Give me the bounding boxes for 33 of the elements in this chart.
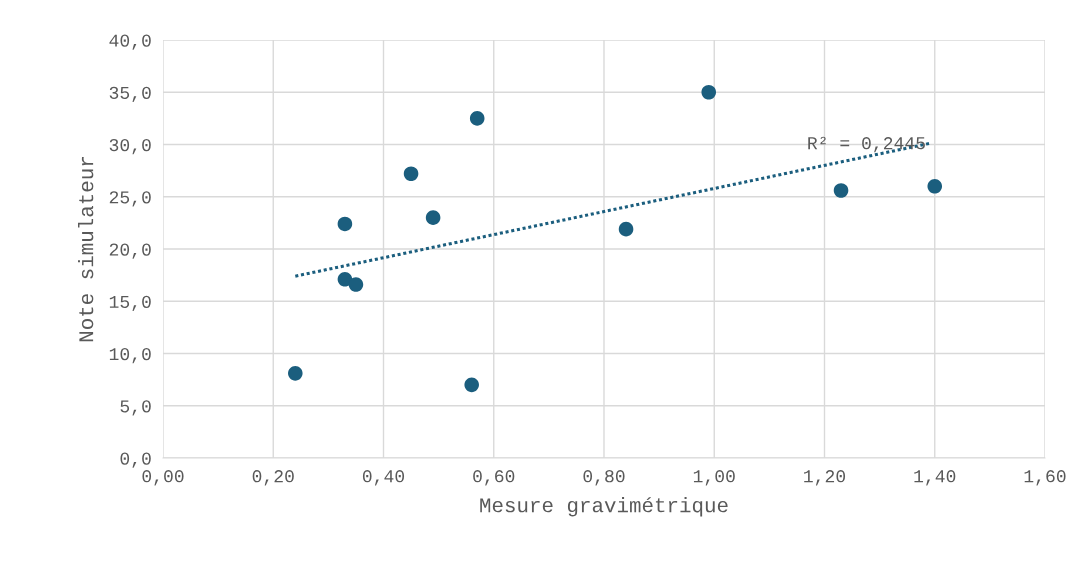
x-tick-label: 1,20 (804, 470, 846, 486)
y-tick-label: 0,0 (120, 452, 151, 468)
x-tick-label: 0,20 (252, 470, 294, 486)
point (701, 84, 717, 100)
point (469, 111, 485, 126)
x-tick-label: 0,60 (473, 470, 515, 486)
point (403, 166, 419, 182)
y-tick-label: 15,0 (109, 295, 151, 311)
y-tick-label: 20,0 (109, 243, 151, 259)
point (337, 272, 353, 287)
x-tick-label: 0,80 (583, 470, 625, 486)
x-tick-label: 0,40 (362, 470, 405, 486)
y-tick-label: 35,0 (109, 86, 151, 102)
point (464, 377, 479, 393)
point (927, 179, 943, 194)
y-tick-label: 5,0 (120, 400, 151, 416)
point (618, 221, 634, 237)
y-tick-label: 25,0 (109, 191, 151, 207)
x-tick-label: 1,60 (1024, 470, 1066, 486)
x-tick-label: 1,00 (693, 470, 735, 486)
x-tick-label: 0,00 (142, 470, 184, 486)
point (348, 277, 364, 292)
y-axis-title: Note simulateur (78, 157, 94, 342)
x-axis-title: Mesure gravimétrique (480, 497, 728, 517)
point (337, 216, 353, 232)
x-tick-label: 1,40 (914, 470, 956, 486)
point (288, 366, 303, 381)
y-tick-label: 10,0 (109, 347, 151, 364)
y-tick-label: 30,0 (109, 138, 151, 155)
point (425, 210, 441, 225)
point (833, 183, 849, 198)
y-tick-label: 40,0 (109, 34, 151, 50)
annotation: R² = 0,2445 (808, 136, 925, 153)
